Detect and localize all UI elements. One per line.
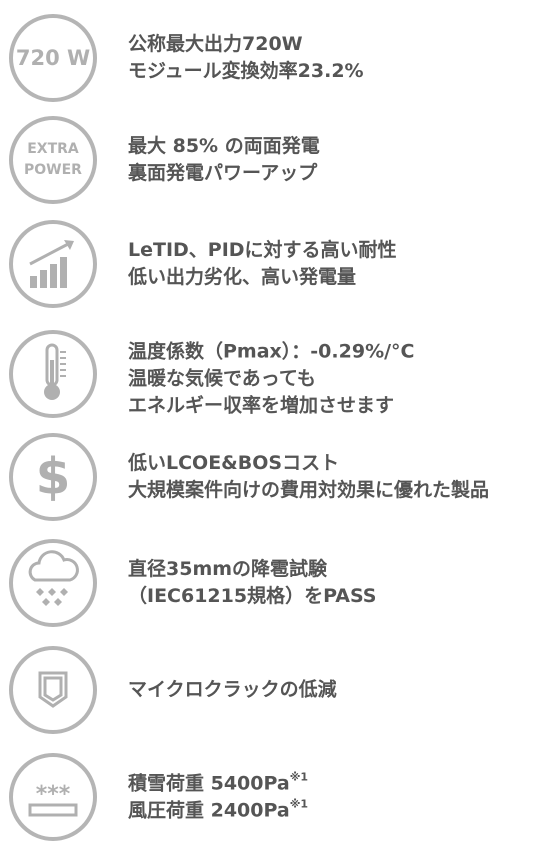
feature-line: モジュール変換効率23.2%: [128, 59, 364, 82]
icon-circle: [9, 753, 97, 841]
feature-line: 温度係数（Pmax）：-0.29%/°C: [128, 340, 415, 363]
thermometer-icon: [44, 343, 66, 400]
icon-circle: [9, 539, 97, 627]
feature-line: LeTID、PIDに対する高い耐性: [128, 238, 397, 261]
line-text: 積雪荷重 5400Pa: [128, 771, 290, 794]
icon-circle: [9, 220, 97, 308]
icon-text: ***: [36, 782, 71, 807]
icon-circle: [9, 646, 97, 734]
feature-line: 風圧荷重 2400Pa※1: [128, 798, 308, 822]
icon-circle: [9, 330, 97, 418]
feature-line: 直径35mmの降雹試験: [128, 557, 328, 580]
chart-icon: [29, 240, 74, 288]
hail-icon: [28, 550, 79, 606]
feature-line: 低いLCOE&BOSコスト: [127, 451, 339, 474]
footnote-mark: ※1: [290, 771, 308, 784]
feature-line: 公称最大出力720W: [128, 32, 303, 55]
icon-text: POWER: [24, 162, 82, 178]
snow-bar: [28, 803, 78, 817]
feature-line: 大規模案件向けの費用対効果に優れた製品: [128, 478, 489, 501]
icon-circle: [9, 116, 97, 204]
icons: 720 W EXTRA POWER $: [9, 14, 97, 841]
feature-line: 積雪荷重 5400Pa※1: [128, 771, 308, 795]
feature-line: （IEC61215規格）をPASS: [128, 584, 377, 607]
icon-text: 720 W: [16, 46, 90, 70]
shield-icon: [38, 671, 68, 708]
footnote-mark: ※1: [290, 798, 308, 811]
icon-circle: [9, 14, 97, 102]
line-text: 風圧荷重 2400Pa: [128, 798, 290, 821]
feature-line: 裏面発電パワーアップ: [127, 161, 318, 184]
icon-text: $: [36, 448, 71, 506]
feature-line: エネルギー収率を増加させます: [128, 394, 394, 417]
icon-text: EXTRA: [27, 141, 79, 157]
feature-line: マイクロクラックの低減: [128, 678, 337, 701]
feature-line: 最大 85% の両面発電: [128, 134, 320, 157]
texts: 公称最大出力720W モジュール変換効率23.2% 最大 85% の両面発電裏面発電…: [127, 32, 489, 821]
feature-line: 温暖な気候であっても: [128, 367, 316, 390]
feature-line: 低い出力劣化、高い発電量: [127, 265, 356, 288]
icon-circle: [9, 433, 97, 521]
